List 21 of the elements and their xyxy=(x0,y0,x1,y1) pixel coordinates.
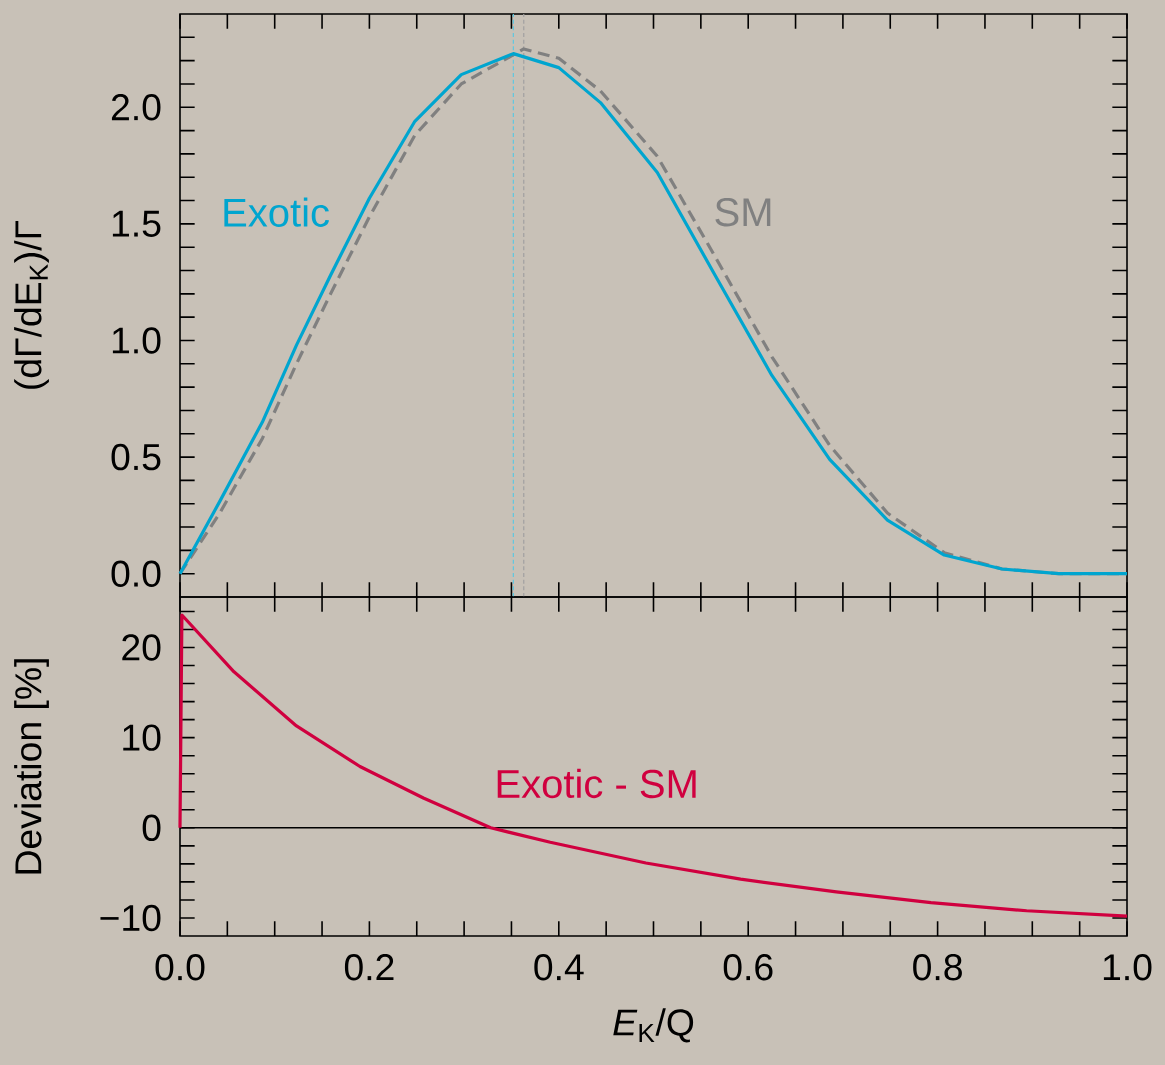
x-tick-label: 0.6 xyxy=(723,954,773,981)
series-label: Exotic - SM xyxy=(497,768,696,799)
y-tick-label: 1.5 xyxy=(112,210,161,237)
x-tick-label: 0.2 xyxy=(344,954,394,981)
y-tick-label: 10 xyxy=(123,724,161,751)
x-tick-label: 0.4 xyxy=(534,954,584,981)
y-tick-label: 0 xyxy=(142,814,161,842)
y-tick-label: 0.5 xyxy=(111,443,161,471)
y-tick-label: 20 xyxy=(122,634,161,661)
y-tick-label: 1.0 xyxy=(112,327,161,354)
series-label: Exotic xyxy=(224,197,329,227)
x-axis-title: E$_{K}$/Q xyxy=(613,1008,694,1043)
y-tick-label: −10 xyxy=(100,904,161,932)
series-label: SM xyxy=(715,198,771,227)
x-tick-label: 1.0 xyxy=(1103,954,1152,981)
y-axis-title: Deviation [%] xyxy=(14,659,49,874)
y-tick-label: 2.0 xyxy=(111,94,161,121)
y-tick-label: 0.0 xyxy=(111,560,161,587)
y-axis-title: (dΓ/dE$_{K}$)/Γ xyxy=(14,220,49,389)
x-tick-label: 0.0 xyxy=(155,954,205,981)
x-tick-label: 0.8 xyxy=(913,954,962,981)
